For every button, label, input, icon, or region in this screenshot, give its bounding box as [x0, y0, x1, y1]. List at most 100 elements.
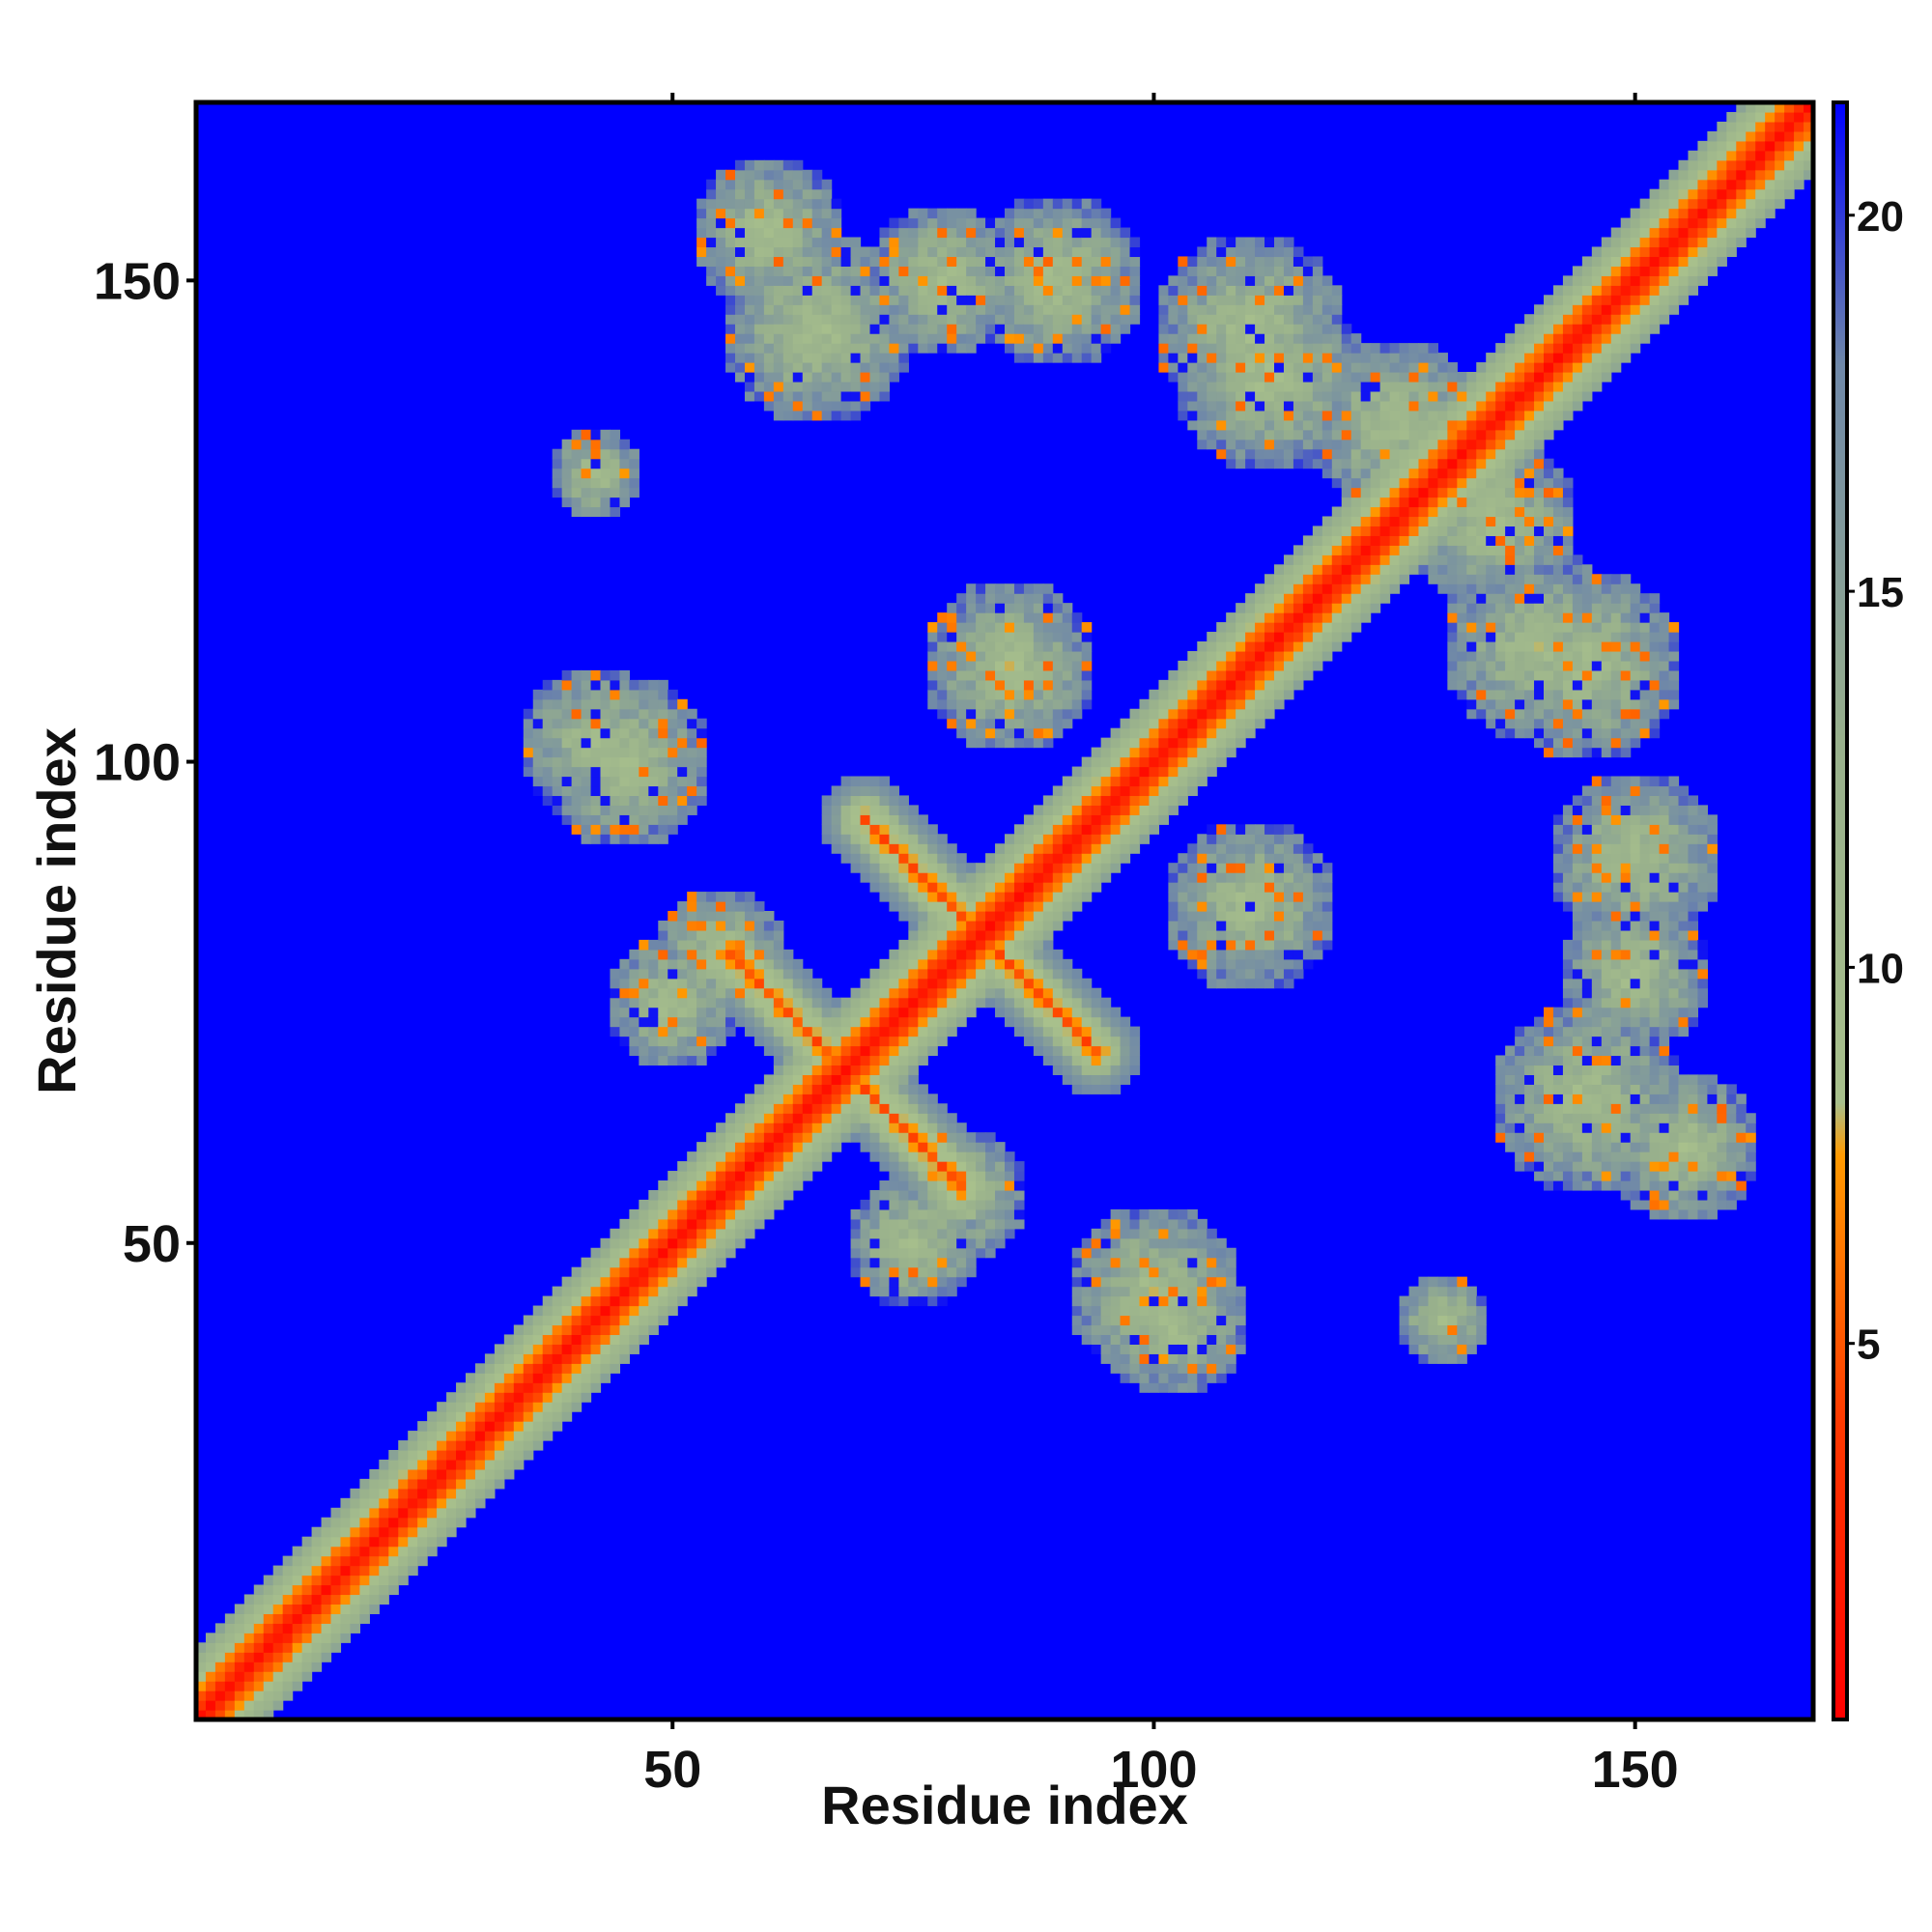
heatmap-cell — [658, 1016, 668, 1028]
heatmap-cell — [1293, 545, 1304, 555]
heatmap-cell — [889, 353, 899, 363]
heatmap-cell — [1149, 727, 1160, 739]
heatmap-cell — [1129, 737, 1141, 749]
heatmap-cell — [677, 1228, 688, 1239]
heatmap-cell — [1187, 929, 1198, 941]
heatmap-cell — [1023, 882, 1035, 893]
heatmap-cell — [359, 1497, 370, 1509]
heatmap-cell — [1226, 381, 1236, 392]
heatmap-cell — [224, 1613, 236, 1624]
heatmap-cell — [1264, 458, 1275, 469]
heatmap-cell — [753, 333, 765, 344]
heatmap-cell — [706, 256, 717, 267]
heatmap-cell — [687, 718, 697, 729]
heatmap-cell — [1302, 275, 1314, 286]
heatmap-cell — [1245, 343, 1256, 354]
heatmap-cell — [1042, 1045, 1054, 1057]
heatmap-cell — [976, 593, 986, 604]
heatmap-cell — [1149, 1295, 1160, 1307]
heatmap-cell — [1264, 381, 1275, 392]
heatmap-cell — [976, 603, 986, 613]
heatmap-cell — [1178, 853, 1188, 864]
heatmap-cell — [330, 1507, 342, 1519]
heatmap-cell — [571, 477, 582, 489]
heatmap-cell — [850, 1122, 862, 1133]
heatmap-cell — [1226, 978, 1236, 989]
heatmap-cell — [1110, 1257, 1122, 1268]
heatmap-cell — [1216, 949, 1227, 960]
heatmap-cell — [706, 198, 717, 210]
heatmap-cell — [696, 785, 707, 797]
heatmap-cell — [706, 978, 717, 989]
heatmap-cell — [966, 708, 977, 720]
heatmap-cell — [648, 1324, 659, 1336]
heatmap-cell — [1158, 1315, 1169, 1326]
heatmap-cell — [1023, 208, 1035, 219]
heatmap-cell — [571, 1286, 582, 1297]
heatmap-cell — [802, 1007, 813, 1018]
heatmap-cell — [850, 256, 862, 267]
heatmap-cell — [889, 1045, 899, 1057]
heatmap-cell — [1005, 669, 1015, 681]
heatmap-cell — [369, 1555, 380, 1567]
heatmap-cell — [1129, 1295, 1141, 1307]
heatmap-cell — [976, 1228, 986, 1239]
heatmap-cell — [1197, 333, 1208, 344]
heatmap-cell — [976, 968, 986, 980]
heatmap-cell — [398, 1526, 409, 1538]
heatmap-cell — [668, 1045, 678, 1057]
heatmap-cell — [860, 987, 871, 999]
heatmap-cell — [1197, 698, 1208, 710]
heatmap-cell — [629, 698, 639, 710]
heatmap-cell — [850, 410, 862, 421]
heatmap-cell — [792, 169, 804, 181]
heatmap-cell — [782, 400, 794, 412]
heatmap-cell — [716, 911, 726, 922]
heatmap-cell — [1216, 968, 1227, 980]
heatmap-cell — [1023, 1036, 1035, 1047]
heatmap-cell — [1110, 1334, 1122, 1345]
heatmap-cell — [716, 1189, 726, 1201]
heatmap-cell — [677, 1036, 688, 1047]
heatmap-cell — [908, 834, 919, 844]
heatmap-cell — [619, 698, 630, 710]
heatmap-cell — [1187, 882, 1198, 893]
heatmap-cell — [735, 1151, 746, 1162]
heatmap-cell — [985, 698, 996, 710]
heatmap-cell — [1178, 901, 1188, 912]
heatmap-cell — [716, 188, 726, 200]
heatmap-cell — [1120, 1295, 1131, 1307]
heatmap-cell — [1042, 708, 1054, 720]
heatmap-cell — [821, 987, 833, 999]
heatmap-cell — [744, 978, 755, 989]
heatmap-cell — [1062, 295, 1073, 305]
heatmap-cell — [359, 1604, 370, 1614]
heatmap-cell — [1187, 1315, 1198, 1326]
heatmap-cell — [1129, 237, 1141, 248]
heatmap-cell — [571, 439, 582, 450]
heatmap-cell — [966, 583, 977, 594]
heatmap-cell — [985, 737, 996, 749]
heatmap-cell — [648, 949, 659, 960]
heatmap-cell — [668, 1305, 678, 1317]
heatmap-cell — [850, 1084, 862, 1094]
heatmap-cell — [716, 949, 726, 960]
heatmap-cell — [879, 1074, 891, 1085]
heatmap-cell — [639, 958, 649, 970]
heatmap-cell — [735, 353, 746, 363]
heatmap-cell — [889, 217, 899, 229]
heatmap-cell — [860, 1026, 871, 1037]
heatmap-cell — [966, 679, 977, 691]
heatmap-cell — [1081, 208, 1093, 219]
heatmap-cell — [503, 1450, 515, 1461]
heatmap-cell — [927, 987, 938, 999]
heatmap-cell — [927, 1122, 938, 1133]
heatmap-cell — [811, 295, 823, 305]
heatmap-cell — [456, 1478, 467, 1490]
heatmap-cell — [976, 882, 986, 893]
heatmap-cell — [1302, 324, 1314, 334]
heatmap-cell — [1226, 632, 1236, 642]
heatmap-cell — [1255, 285, 1265, 296]
heatmap-cell — [811, 987, 823, 999]
heatmap-cell — [532, 766, 544, 778]
